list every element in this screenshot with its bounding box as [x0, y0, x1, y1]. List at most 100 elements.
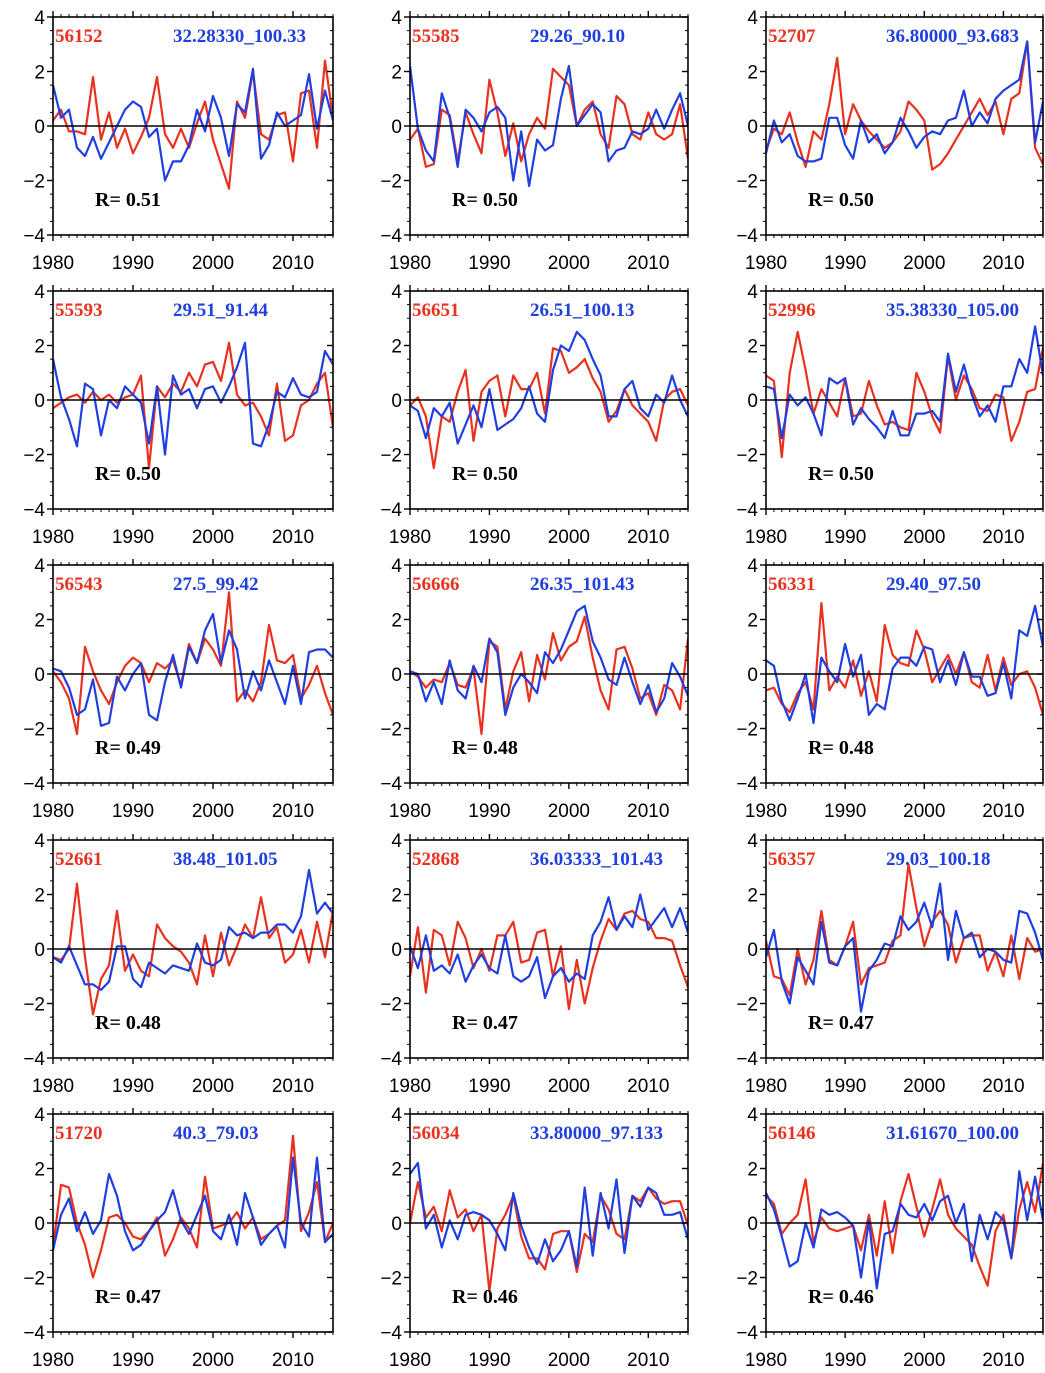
y-tick-label: 2: [391, 1160, 402, 1181]
y-tick-label: 4: [747, 831, 758, 852]
series-group: [53, 868, 333, 1016]
y-tick-label: −2: [736, 172, 758, 193]
x-tick-label: 2010: [627, 253, 669, 274]
correlation-label: R= 0.48: [95, 1012, 161, 1034]
series-line-station: [53, 341, 333, 470]
y-tick-label: −4: [23, 1323, 45, 1344]
y-tick-label: 0: [391, 940, 402, 961]
y-tick-label: 4: [747, 282, 758, 303]
y-tick-label: −4: [736, 1049, 758, 1070]
x-tick-label: 1990: [824, 1076, 866, 1097]
x-tick-label: 1980: [745, 1350, 787, 1371]
y-tick-label: 0: [34, 940, 45, 961]
coordinate-label: 26.35_101.43: [530, 574, 635, 595]
y-tick-label: −4: [23, 774, 45, 795]
series-line-coord: [410, 64, 688, 187]
station-id-label: 55593: [55, 300, 103, 321]
x-tick-label: 2010: [272, 1076, 314, 1097]
x-tick-label: 2010: [272, 253, 314, 274]
y-tick-label: 0: [391, 1214, 402, 1235]
x-tick-label: 1990: [112, 253, 154, 274]
correlation-label: R= 0.50: [452, 463, 518, 485]
panel-56357: 4 2 0 −2 −4 1980 1990 2000 2010 56357 29.03_100.18…: [736, 831, 1044, 1097]
series-group: [766, 1162, 1043, 1290]
y-tick-label: −2: [380, 446, 402, 467]
series-group: [410, 64, 688, 187]
series-line-coord: [766, 604, 1043, 725]
y-tick-label: 0: [747, 117, 758, 138]
correlation-label: R= 0.46: [452, 1286, 518, 1308]
panel-56666: 4 2 0 −2 −4 1980 1990 2000 2010 56666 26.35_101.43…: [380, 556, 689, 822]
series-group: [766, 325, 1043, 459]
x-tick-label: 2010: [272, 527, 314, 548]
x-tick-label: 2000: [548, 1076, 590, 1097]
series-line-coord: [766, 1170, 1043, 1290]
y-tick-label: 4: [391, 282, 402, 303]
series-group: [410, 893, 688, 1011]
station-id-label: 56543: [55, 574, 103, 595]
y-tick-label: 2: [391, 611, 402, 632]
series-line-station: [53, 1134, 333, 1279]
series-group: [766, 863, 1043, 1013]
series-group: [766, 601, 1043, 725]
y-tick-label: 4: [391, 556, 402, 577]
series-line-station: [410, 909, 688, 1011]
station-id-label: 52661: [55, 849, 103, 870]
x-tick-label: 1990: [112, 1076, 154, 1097]
series-group: [410, 330, 688, 470]
y-tick-label: 2: [34, 63, 45, 84]
x-tick-label: 2000: [548, 1350, 590, 1371]
panel-56543: 4 2 0 −2 −4 1980 1990 2000 2010 56543 27.5_99.42 R=…: [23, 556, 334, 822]
coordinate-label: 36.80000_93.683: [886, 26, 1019, 47]
x-tick-label: 1990: [468, 1350, 510, 1371]
series-line-coord: [53, 67, 333, 182]
y-tick-label: 0: [391, 391, 402, 412]
y-tick-label: 4: [391, 8, 402, 29]
series-line-station: [53, 591, 333, 736]
series-group: [53, 1134, 333, 1279]
coordinate-label: 27.5_99.42: [173, 574, 259, 595]
y-tick-label: −2: [23, 720, 45, 741]
series-line-station: [410, 615, 688, 736]
y-tick-label: 0: [34, 117, 45, 138]
correlation-label: R= 0.47: [808, 1012, 874, 1034]
panel-56146: 4 2 0 −2 −4 1980 1990 2000 2010 56146 31.61670_100…: [736, 1105, 1044, 1371]
panel-52661: 4 2 0 −2 −4 1980 1990 2000 2010 52661 38.48_101.05…: [23, 831, 334, 1097]
station-id-label: 52868: [412, 849, 460, 870]
x-tick-label: 2000: [192, 1076, 234, 1097]
y-tick-label: −4: [380, 1049, 402, 1070]
y-tick-label: 2: [747, 611, 758, 632]
y-tick-label: 0: [747, 391, 758, 412]
series-line-station: [766, 863, 1043, 997]
x-tick-label: 2000: [903, 527, 945, 548]
coordinate-label: 38.48_101.05: [173, 849, 278, 870]
y-tick-label: −2: [736, 1269, 758, 1290]
y-tick-label: 4: [747, 1105, 758, 1126]
panel-52868: 4 2 0 −2 −4 1980 1990 2000 2010 52868 36.03333_101…: [380, 831, 689, 1097]
correlation-label: R= 0.48: [452, 737, 518, 759]
x-tick-label: 2010: [982, 1350, 1024, 1371]
x-tick-label: 2000: [548, 801, 590, 822]
y-tick-label: −2: [23, 1269, 45, 1290]
y-tick-label: 4: [747, 8, 758, 29]
y-tick-label: −4: [380, 226, 402, 247]
panel-52996: 4 2 0 −2 −4 1980 1990 2000 2010 52996 35.38330_105…: [736, 282, 1044, 548]
y-tick-label: −4: [23, 500, 45, 521]
series-line-coord: [410, 604, 688, 717]
x-tick-label: 1980: [389, 1076, 431, 1097]
y-tick-label: −4: [380, 1323, 402, 1344]
x-tick-label: 2000: [903, 253, 945, 274]
station-id-label: 52707: [768, 26, 816, 47]
y-tick-label: 0: [34, 391, 45, 412]
y-tick-label: 0: [391, 665, 402, 686]
x-tick-label: 1990: [824, 801, 866, 822]
station-id-label: 56034: [412, 1123, 460, 1144]
coordinate-label: 29.26_90.10: [530, 26, 625, 47]
x-tick-label: 2010: [982, 527, 1024, 548]
y-tick-label: 4: [747, 556, 758, 577]
x-tick-label: 1990: [468, 253, 510, 274]
series-line-station: [410, 67, 688, 168]
station-id-label: 56651: [412, 300, 460, 321]
coordinate-label: 26.51_100.13: [530, 300, 635, 321]
x-tick-label: 2010: [982, 1076, 1024, 1097]
